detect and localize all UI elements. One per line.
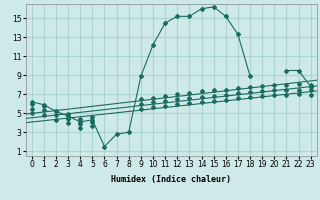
X-axis label: Humidex (Indice chaleur): Humidex (Indice chaleur) [111,175,231,184]
